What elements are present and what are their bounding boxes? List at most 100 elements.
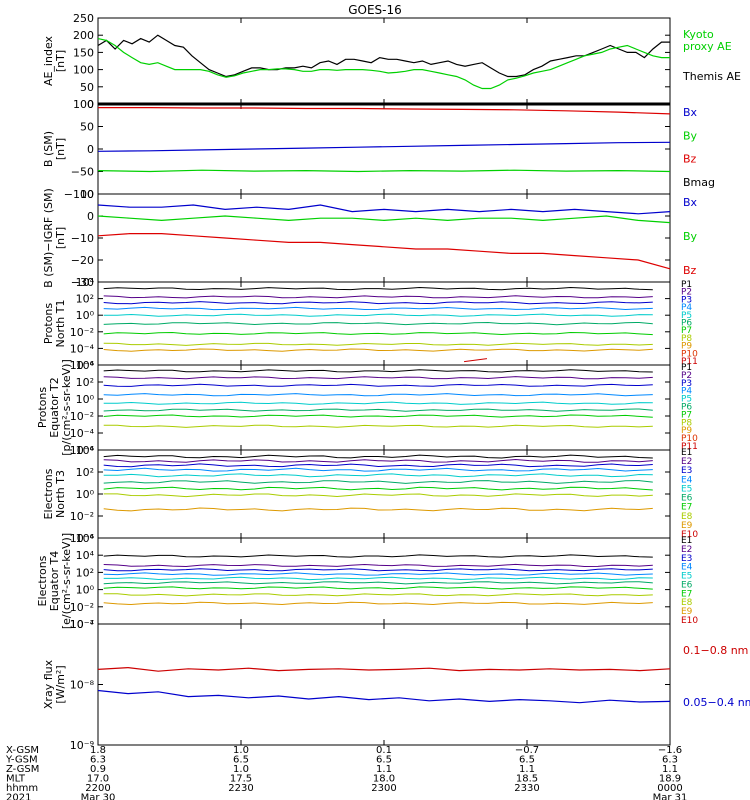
flux-channel-line xyxy=(103,554,653,558)
y-tick-label: 50 xyxy=(80,81,94,94)
flux-channel-line xyxy=(103,458,653,463)
series-line xyxy=(97,34,670,78)
channel-legend-label: P3 xyxy=(681,379,692,389)
channel-legend-label: P5 xyxy=(681,395,692,405)
ephemeris-value: −0.7 xyxy=(515,745,539,756)
y-axis-label: Equator T2 xyxy=(48,377,61,437)
channel-legend-label: P2 xyxy=(681,288,692,298)
channel-legend-label: E4 xyxy=(681,475,693,485)
channel-legend-label: P4 xyxy=(681,387,692,397)
channel-legend-label: P6 xyxy=(681,403,692,413)
ephemeris-value: 1.8 xyxy=(90,745,106,756)
ephemeris-value: 18.0 xyxy=(373,774,395,785)
legend-label: Bmag xyxy=(683,176,715,189)
y-tick-label: 10 xyxy=(80,188,94,201)
channel-legend-label: P9 xyxy=(681,426,692,436)
ephemeris-value: 2200 xyxy=(85,783,110,794)
y-tick-label: 0 xyxy=(87,143,94,156)
flux-channel-line xyxy=(103,568,653,572)
flux-channel-line xyxy=(103,473,653,478)
channel-legend-label: P11 xyxy=(681,357,698,367)
flux-channel-line xyxy=(103,331,653,336)
legend-label: Themis AE xyxy=(682,70,741,83)
flux-channel-line xyxy=(103,563,653,568)
y-tick-label: 10⁻² xyxy=(70,601,94,614)
channel-legend-label: E1 xyxy=(681,448,692,458)
ephemeris-value: 2330 xyxy=(514,783,539,794)
y-tick-label: 10⁻² xyxy=(70,510,94,523)
ephemeris-value: 0.1 xyxy=(376,745,392,756)
flux-channel-line xyxy=(103,601,653,606)
channel-legend-label: E10 xyxy=(681,616,698,626)
flux-channel-line xyxy=(103,286,653,291)
ephemeris-value: Mar 31 xyxy=(653,793,688,800)
channel-legend-label: E9 xyxy=(681,607,693,617)
channel-legend-label: E5 xyxy=(681,484,692,494)
y-tick-label: 10² xyxy=(76,466,94,479)
y-tick-label: 10⁻⁴ xyxy=(70,427,95,440)
y-axis-label: Protons xyxy=(42,303,55,344)
flux-channel-line xyxy=(103,313,653,317)
flux-channel-line xyxy=(103,321,653,326)
channel-legend-label: E6 xyxy=(681,580,693,590)
channel-legend-label: P5 xyxy=(681,311,692,321)
ephemeris-value: 1.1 xyxy=(376,764,392,775)
ephemeris-value: 2300 xyxy=(371,783,396,794)
channel-legend-label: P1 xyxy=(681,363,692,373)
channel-legend-label: P10 xyxy=(681,434,698,444)
series-line xyxy=(97,169,671,173)
y-axis-label: North T3 xyxy=(54,470,67,518)
ephemeris-row-label: hhmm xyxy=(6,783,38,794)
series-line xyxy=(97,38,670,90)
ephemeris-value: −1.6 xyxy=(658,745,682,756)
panel-7: 10⁻⁴ 10⁻² 10⁰ 10² 10⁴ 10⁶ Electrons Equator T4[… xyxy=(36,532,698,631)
ephemeris-value: 17.0 xyxy=(87,774,109,785)
legend-label: Kyoto xyxy=(683,28,714,41)
flux-channel-line xyxy=(103,393,653,397)
panel-frame xyxy=(97,623,671,746)
channel-legend-label: P8 xyxy=(681,418,692,428)
flux-channel-line xyxy=(103,424,653,428)
y-tick-label: −50 xyxy=(71,166,94,179)
y-tick-label: 10⁻⁸ xyxy=(70,679,95,692)
ephemeris-value: 0000 xyxy=(657,783,682,794)
flux-channel-line xyxy=(103,408,653,412)
y-tick-label: −10 xyxy=(71,232,94,245)
ephemeris-value: 6.3 xyxy=(90,755,106,766)
series-line xyxy=(97,233,671,270)
flux-channel-line xyxy=(103,467,653,472)
ephemeris-table: X-GSM 1.8 1.0 0.1 −0.7 −1.6 Y-GSM 6.3 6.5 6.5 6.5 6… xyxy=(5,745,687,800)
y-tick-label: 150 xyxy=(73,46,94,59)
y-axis-label: [W/m²] xyxy=(54,665,67,703)
y-axis-label: B (SM)−IGRF (SM) xyxy=(42,188,55,288)
ephemeris-value: 6.5 xyxy=(233,755,249,766)
y-tick-label: 10² xyxy=(76,376,94,389)
flux-channel-line xyxy=(103,486,653,491)
y-tick-label: 10⁴ xyxy=(76,549,95,562)
flux-channel-line xyxy=(103,306,653,311)
channel-legend-label: E10 xyxy=(681,530,698,540)
y-axis-label: [nT] xyxy=(54,227,67,249)
y-tick-label: 50 xyxy=(80,121,94,134)
channel-legend-label: E6 xyxy=(681,494,693,504)
channel-legend-label: E8 xyxy=(681,512,693,522)
flux-channel-line xyxy=(103,295,653,299)
ephemeris-value: 6.5 xyxy=(519,755,535,766)
flux-channel-line xyxy=(103,586,653,590)
channel-legend-label: E9 xyxy=(681,521,693,531)
legend-label: 0.1−0.8 nm xyxy=(683,644,748,657)
ephemeris-value: Mar 30 xyxy=(81,793,116,800)
ephemeris-value: 1.0 xyxy=(233,764,249,775)
y-tick-label: 10⁶ xyxy=(76,532,95,545)
channel-legend-label: P10 xyxy=(681,349,698,359)
panel-8: 10⁻⁹ 10⁻⁸ 10⁻⁷ Xray flux [W/m²] 0.1−0.8 nm 0.0… xyxy=(42,618,750,752)
flux-channel-line xyxy=(103,301,653,305)
panel-frame xyxy=(97,17,671,105)
legend-label: Bz xyxy=(683,264,697,277)
ephemeris-value: 6.5 xyxy=(376,755,392,766)
y-tick-label: 10⁻⁶ xyxy=(70,359,95,372)
y-tick-label: 10⁰ xyxy=(76,393,95,406)
